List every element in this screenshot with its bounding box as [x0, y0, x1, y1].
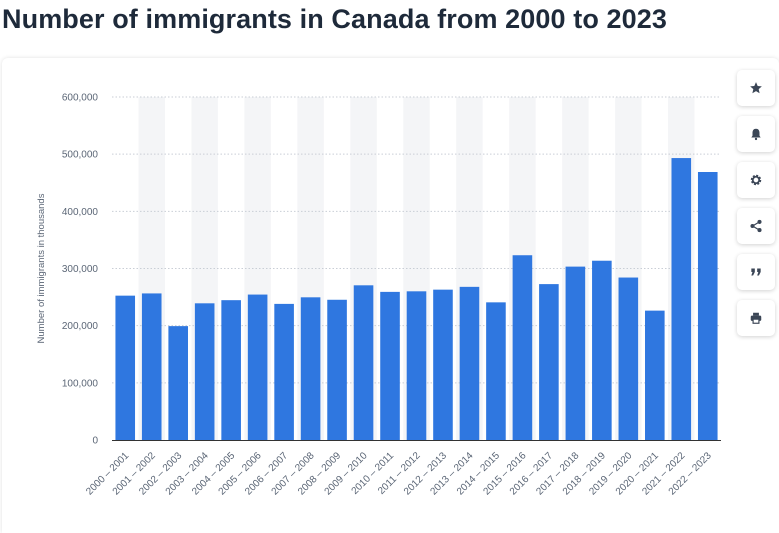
bar — [645, 310, 665, 440]
bar — [565, 266, 586, 440]
bar — [221, 300, 241, 440]
bar — [380, 291, 400, 440]
bar — [327, 299, 347, 440]
bar — [274, 303, 294, 440]
bar — [168, 326, 188, 440]
bar — [512, 255, 533, 440]
y-tick-label: 400,000 — [62, 207, 99, 218]
share-icon — [750, 219, 762, 233]
y-axis-label: Number of immigrants in thousands — [36, 193, 47, 343]
bar — [539, 284, 559, 440]
bar — [671, 158, 692, 440]
bar — [433, 289, 453, 440]
y-tick-label: 500,000 — [62, 150, 99, 161]
bar — [459, 286, 480, 440]
gear-icon — [750, 174, 762, 186]
bar — [618, 277, 639, 440]
notification-button[interactable] — [737, 116, 775, 152]
print-icon — [750, 312, 762, 324]
settings-button[interactable] — [737, 162, 775, 198]
chart-toolbar — [737, 70, 775, 346]
bell-icon — [751, 128, 761, 141]
y-tick-label: 0 — [92, 436, 98, 447]
bar — [486, 302, 506, 440]
star-icon — [750, 82, 762, 94]
bar — [353, 285, 374, 440]
cite-button[interactable] — [737, 254, 775, 290]
y-tick-label: 100,000 — [62, 378, 99, 389]
print-button[interactable] — [737, 300, 775, 336]
bar — [697, 172, 718, 440]
share-button[interactable] — [737, 208, 775, 244]
y-tick-label: 300,000 — [62, 264, 99, 275]
favorite-button[interactable] — [737, 70, 775, 106]
bar — [592, 260, 612, 440]
bar-chart: 0 100,000 200,000 300,000 400,000 500,000 600,… — [36, 93, 721, 497]
page-title: Number of immigrants in Canada from 2000… — [2, 4, 667, 34]
y-tick-label: 600,000 — [62, 93, 99, 104]
bar — [247, 294, 268, 440]
bar — [300, 297, 321, 440]
bar — [115, 295, 136, 440]
y-tick-label: 200,000 — [62, 321, 99, 332]
bar — [194, 303, 215, 440]
quote-icon — [751, 268, 761, 276]
bar — [406, 291, 427, 440]
chart-card: 0 100,000 200,000 300,000 400,000 500,000 600,… — [2, 58, 779, 533]
bar — [141, 293, 162, 440]
